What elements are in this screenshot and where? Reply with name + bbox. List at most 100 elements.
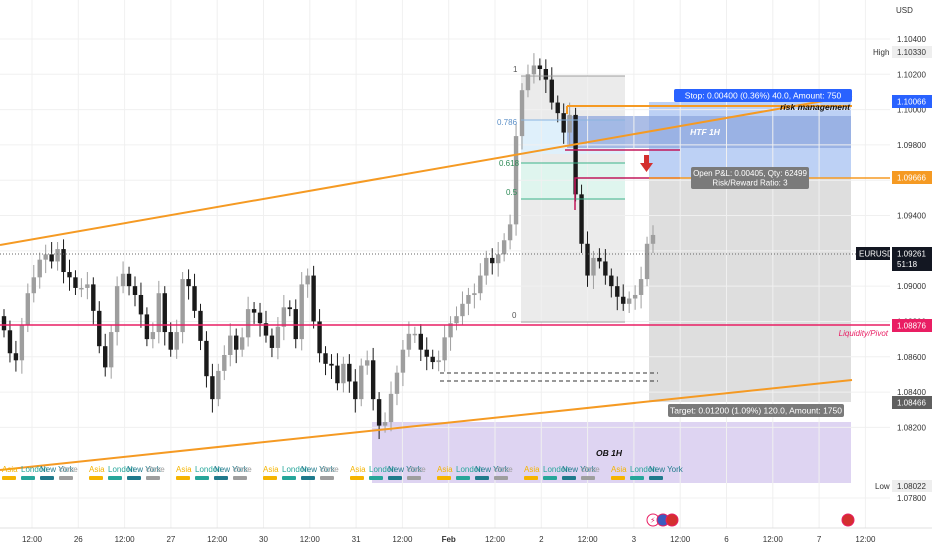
- x-tick-label: 26: [74, 535, 83, 544]
- session-dot: [562, 476, 576, 480]
- x-tick-label: 12:00: [485, 535, 506, 544]
- candle-body: [519, 90, 525, 137]
- pnl-line1: Open P&L: 0.00405, Qty: 62499: [693, 169, 807, 178]
- fib-label-1: 1: [513, 65, 518, 74]
- candle-body: [412, 333, 418, 336]
- session-dot: [543, 476, 557, 480]
- candle-body: [359, 365, 364, 400]
- session-label: New York: [475, 465, 510, 474]
- candle-body: [186, 279, 191, 287]
- candle-body: [341, 363, 346, 384]
- candle-body: [251, 309, 257, 313]
- session-dot: [214, 476, 228, 480]
- candle-body: [501, 240, 507, 255]
- session-label: Asia: [263, 465, 279, 474]
- upper-trendline[interactable]: [0, 95, 853, 246]
- candle-body: [180, 279, 185, 333]
- candle-body: [25, 293, 31, 325]
- session-label: New York: [127, 465, 162, 474]
- candle-body: [418, 333, 423, 350]
- event-icon-group[interactable]: ⚡: [646, 513, 855, 527]
- pivot-price-tag: [892, 319, 932, 332]
- candle-body: [376, 399, 382, 426]
- candles: [1, 53, 656, 440]
- session-dot: [59, 476, 73, 480]
- x-tick-label: 12:00: [578, 535, 599, 544]
- candle-body: [73, 277, 78, 288]
- candle-body: [591, 257, 596, 276]
- low-label: Low: [875, 482, 890, 491]
- y-tick-label: 1.07800: [897, 494, 926, 503]
- session-label: close: [494, 465, 513, 474]
- pnl-box[interactable]: [691, 167, 809, 189]
- entry-price-tag: [892, 171, 932, 184]
- candle-body: [144, 314, 150, 340]
- x-tick-label: 30: [259, 535, 268, 544]
- target-box[interactable]: [668, 404, 844, 417]
- candle-body: [43, 254, 48, 260]
- stop-box[interactable]: [674, 89, 852, 102]
- candle-body: [269, 335, 275, 348]
- session-label: New York: [562, 465, 597, 474]
- candle-body: [162, 293, 167, 333]
- candle-body: [79, 287, 84, 290]
- session-dot: [89, 476, 103, 480]
- candle-body: [287, 307, 292, 310]
- session-label: close: [407, 465, 426, 474]
- session-dot: [437, 476, 451, 480]
- session-label: New York: [388, 465, 423, 474]
- session-dot: [2, 476, 16, 480]
- session-label: London: [195, 465, 222, 474]
- candle-body: [281, 307, 287, 327]
- x-axis-ticks[interactable]: 12:00 26 12:00 27 12:00 30 12:00 31 12:00 Feb 12:0…: [22, 535, 876, 544]
- session-label: London: [108, 465, 135, 474]
- candle-body: [305, 275, 310, 285]
- session-dot: [581, 476, 595, 480]
- session-label: London: [282, 465, 309, 474]
- y-tick-label: 1.09400: [897, 212, 926, 221]
- session-label: London: [630, 465, 657, 474]
- session-label: Asia: [611, 465, 627, 474]
- target-zone: [649, 178, 851, 402]
- session-dot: [40, 476, 54, 480]
- candle-body: [293, 309, 298, 340]
- candle-body: [549, 79, 554, 103]
- candle-body: [615, 286, 620, 297]
- stop-price-value: 1.10066: [897, 98, 926, 107]
- symbol-label: EURUSD: [859, 250, 893, 259]
- us-flag-icon[interactable]: [665, 513, 679, 527]
- candle-body: [573, 114, 578, 195]
- candle-body: [448, 323, 453, 338]
- pivot-price-value: 1.08876: [897, 322, 926, 331]
- candle-body: [454, 316, 459, 324]
- session-dot: [494, 476, 508, 480]
- x-tick-label: 12:00: [115, 535, 136, 544]
- y-tick-label: 1.09000: [897, 282, 926, 291]
- session-label: Asia: [176, 465, 192, 474]
- session-dot: [611, 476, 625, 480]
- svg-text:⚡: ⚡: [650, 516, 656, 525]
- candle-body: [67, 272, 72, 278]
- candle-body: [198, 310, 203, 341]
- candle-body: [37, 259, 42, 278]
- session-dot: [649, 476, 663, 480]
- candle-body: [1, 316, 7, 331]
- short-arrow-icon: [640, 155, 653, 172]
- lower-trendline[interactable]: [0, 379, 853, 471]
- candle-body: [460, 303, 465, 317]
- session-label: close: [233, 465, 252, 474]
- candle-body: [103, 346, 108, 368]
- fib-label-618: 0.618: [499, 159, 520, 168]
- x-tick-label: 3: [632, 535, 637, 544]
- candle-body: [603, 261, 608, 276]
- candle-body: [394, 372, 400, 394]
- session-dot: [475, 476, 489, 480]
- session-label: New York: [301, 465, 336, 474]
- high-value: 1.10330: [897, 48, 926, 57]
- us-flag-icon-2[interactable]: [841, 513, 855, 527]
- session-dot: [320, 476, 334, 480]
- candle-body: [609, 275, 614, 287]
- candle-body: [353, 381, 358, 400]
